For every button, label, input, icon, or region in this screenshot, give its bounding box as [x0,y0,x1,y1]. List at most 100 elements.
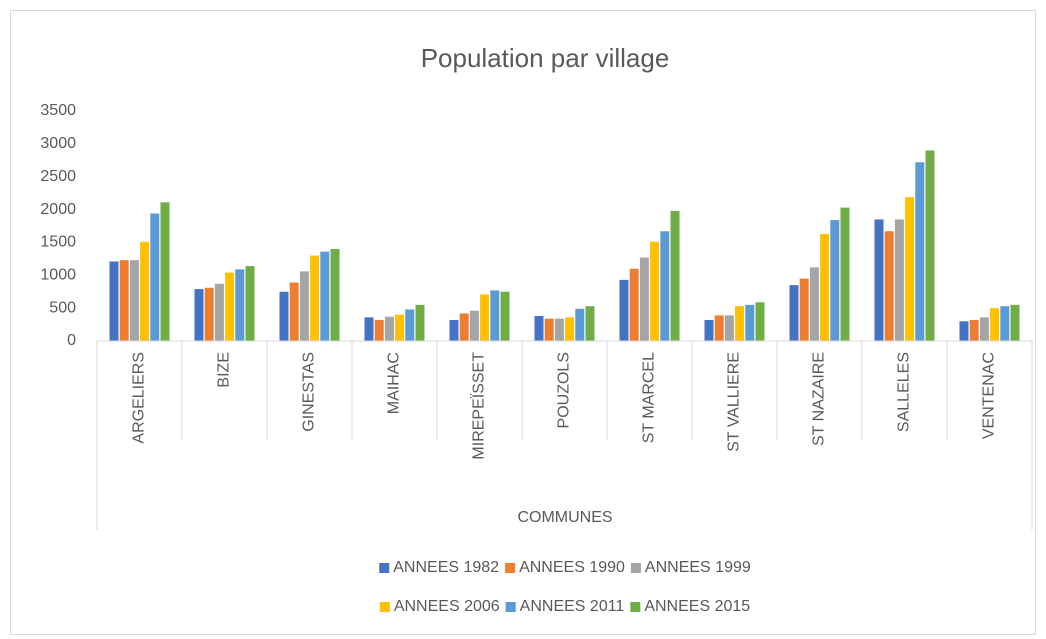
bar [119,260,129,341]
bar [629,268,639,341]
x-tick-label: SALLELES [896,352,913,432]
bar [660,231,670,341]
legend-swatch [505,563,516,573]
x-tick-label: BIZE [216,352,233,388]
bar [235,269,245,341]
bar [364,317,374,341]
bar [225,272,235,341]
bar [585,306,595,341]
bar [500,291,510,341]
y-tick-label: 1500 [40,234,76,251]
legend-swatch [630,602,641,612]
bar [129,260,139,341]
bar [565,317,575,341]
x-tick-label: POUZOLS [556,352,573,428]
bar [745,304,755,341]
bar [289,282,299,341]
bar [245,266,255,341]
legend-label: ANNEES 1999 [645,559,751,576]
bar [840,207,850,341]
bar [884,231,894,341]
y-tick-label: 2500 [40,168,76,185]
bar [459,313,469,341]
bar [925,150,935,341]
x-tick-label: MIREPEÏSSET [470,352,488,460]
bar [915,162,925,341]
chart-title: Population par village [421,43,670,73]
x-tick-label: VENTENAC [981,352,998,439]
bar [299,271,309,341]
bar [959,321,969,341]
bar [320,251,330,341]
bar [735,306,745,341]
bar [830,220,840,341]
bar [405,309,415,341]
bar [415,304,425,341]
chart-frame [10,10,1036,635]
bar [714,315,724,341]
bar [990,308,1000,341]
bar [1010,304,1020,341]
y-tick-label: 1000 [40,267,76,284]
bar [109,261,119,341]
x-tick-label: ARGELIERS [131,352,148,444]
bar [279,291,289,341]
x-tick-label: ST VALLIERE [726,352,743,452]
x-axis-title: COMMUNES [517,509,612,526]
legend-label: ANNEES 2006 [394,598,500,615]
y-tick-label: 0 [67,332,76,349]
y-tick-label: 500 [49,299,76,316]
y-tick-label: 3500 [40,102,76,119]
legend-label: ANNEES 2011 [520,598,625,615]
bar [724,315,734,341]
bar [575,308,585,341]
y-tick-label: 2000 [40,201,76,218]
bar [534,316,544,341]
bar [310,255,320,341]
bar [374,319,384,341]
bar [490,290,500,341]
bar [704,319,714,341]
bar [639,257,649,341]
legend-label: ANNEES 2015 [644,598,750,615]
bar [894,219,904,341]
bar [969,319,979,341]
bar [755,302,765,341]
legend-swatch [505,602,516,612]
legend-swatch [379,602,390,612]
bar [384,316,394,341]
bar [395,314,405,341]
x-tick-label: ST MARCEL [641,352,658,443]
bar [670,210,680,341]
bar [449,319,459,341]
x-tick-label: ST NAZAIRE [811,352,828,446]
bar [204,287,214,341]
legend-swatch [630,563,641,573]
bar [820,233,830,341]
x-tick-label: MAIHAC [386,352,403,414]
bar [480,294,490,341]
x-tick-label: GINESTAS [301,352,318,432]
bar [150,213,160,341]
y-tick-label: 3000 [40,135,76,152]
bar [160,202,170,341]
bar [1000,306,1010,341]
bar [214,283,224,341]
bar [554,318,564,341]
bar [905,197,915,341]
bar [799,278,809,341]
bar [650,241,660,341]
bar [789,285,799,341]
legend-label: ANNEES 1982 [393,559,499,576]
bar [874,219,884,341]
legend-swatch [379,563,390,573]
legend-label: ANNEES 1990 [519,559,625,576]
bar [544,318,554,341]
bar [194,289,204,341]
bar [330,249,340,341]
bar [619,279,629,341]
bar [979,317,989,341]
bar [140,241,150,341]
bar [809,267,819,341]
